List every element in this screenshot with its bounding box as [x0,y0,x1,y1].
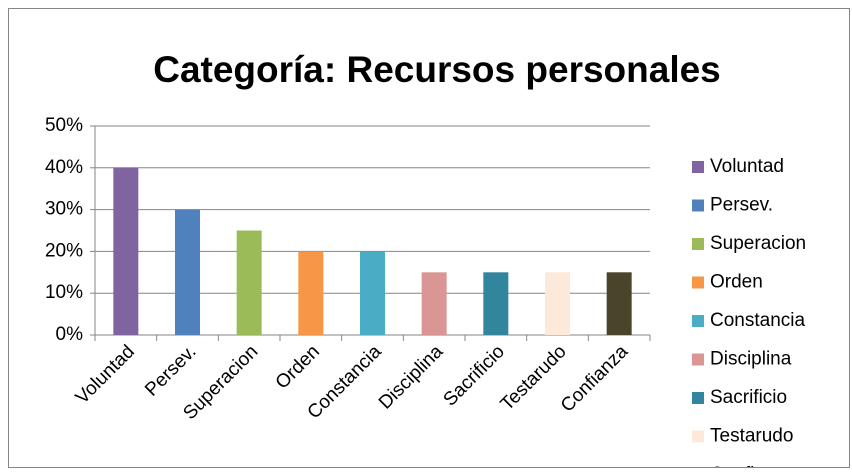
y-tick-label: 50% [45,115,83,136]
bar [113,167,139,335]
legend-swatch [692,315,704,327]
legend-label: Superacion [710,233,806,254]
y-tick-label: 0% [56,324,84,345]
legend-swatch [692,161,704,173]
y-tick-label: 40% [45,157,83,178]
legend-swatch [692,238,704,250]
legend-label: Orden [710,272,763,293]
bar [360,251,385,335]
bar [483,272,509,335]
legend-label: Confianza [710,464,796,472]
chart-frame [8,8,850,468]
bar [545,272,570,335]
legend-label: Testarudo [710,426,793,447]
y-tick-label: 20% [45,240,83,261]
y-tick-label: 30% [45,199,83,220]
bar [175,209,200,335]
legend-swatch [692,430,704,443]
bar [298,251,324,335]
legend-swatch [692,199,704,212]
legend-label: Voluntad [710,156,784,177]
legend-swatch [692,353,704,366]
bar [606,272,632,335]
legend-label: Constancia [710,310,805,331]
legend-swatch [692,276,704,289]
legend-label: Sacrificio [710,387,787,408]
legend-label: Persev. [710,195,773,216]
bar [236,230,262,335]
bar [421,272,447,335]
legend-swatch [692,392,704,404]
y-tick-label: 10% [45,282,83,303]
legend-label: Disciplina [710,349,792,370]
chart-title: Categoría: Recursos personales [153,49,721,90]
